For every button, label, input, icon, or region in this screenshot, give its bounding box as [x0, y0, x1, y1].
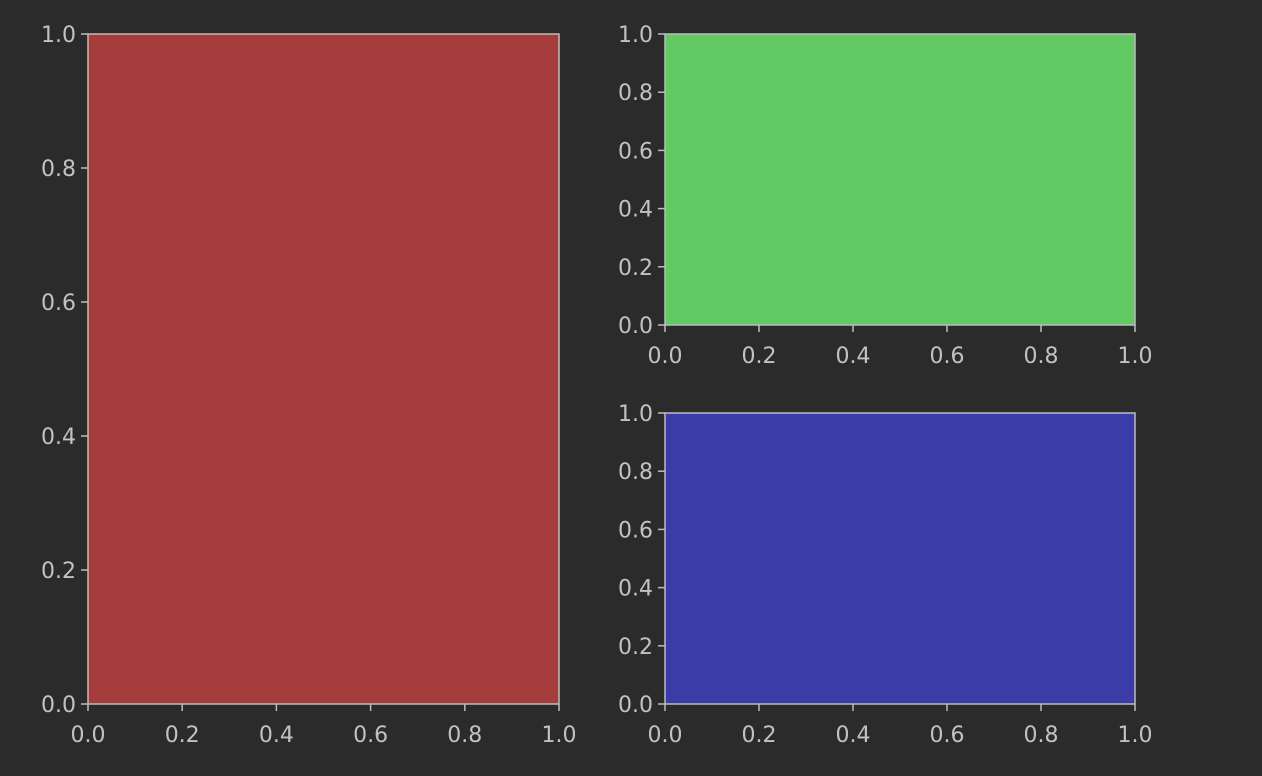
y-tick-label: 0.8: [41, 157, 76, 182]
y-tick-label: 0.6: [618, 518, 653, 543]
plot-fill-left: [88, 34, 559, 704]
y-tick-label: 1.0: [618, 402, 653, 427]
x-tick-label: 0.0: [648, 723, 683, 748]
y-tick-label: 0.8: [618, 460, 653, 485]
x-tick-label: 0.4: [836, 723, 871, 748]
x-tick-label: 0.4: [259, 723, 294, 748]
x-tick-label: 0.0: [71, 723, 106, 748]
axes-frame-left: [87, 33, 560, 705]
x-tick-label: 0.6: [353, 723, 388, 748]
axes-bottom-right: 0.0 0.2 0.4 0.6 0.8 1.0 0.0 0.2 0.4 0.6 0.8 1.0: [618, 402, 1153, 748]
x-tick-label: 0.6: [930, 344, 965, 369]
y-tick-label: 0.0: [618, 693, 653, 718]
y-tick-label: 0.4: [618, 577, 653, 602]
y-tick-label: 1.0: [618, 23, 653, 48]
x-tick-label: 0.8: [447, 723, 482, 748]
y-tick-label: 0.4: [41, 425, 76, 450]
x-tick-label: 0.4: [836, 344, 871, 369]
axes-frame-bottom-right: [664, 412, 1136, 705]
y-tick-label: 0.0: [41, 693, 76, 718]
y-tick-label: 0.2: [618, 256, 653, 281]
x-tick-label: 0.2: [165, 723, 200, 748]
x-tick-label: 0.8: [1024, 344, 1059, 369]
axes-top-right: 0.0 0.2 0.4 0.6 0.8 1.0 0.0 0.2 0.4 0.6 0.8 1.0: [618, 23, 1153, 369]
x-tick-label: 1.0: [1118, 723, 1153, 748]
x-tick-label: 0.2: [742, 723, 777, 748]
y-tick-label: 0.6: [41, 291, 76, 316]
plot-fill-bottom-right: [665, 413, 1135, 704]
axes-left: 0.0 0.2 0.4 0.6 0.8 1.0 0.0 0.2 0.4 0.6 0.8 1.0: [41, 23, 577, 748]
y-tick-label: 0.4: [618, 198, 653, 223]
axes-frame-top-right: [664, 33, 1136, 326]
plot-fill-top-right: [665, 34, 1135, 325]
x-tick-label: 0.2: [742, 344, 777, 369]
y-tick-label: 0.2: [618, 635, 653, 660]
x-tick-label: 1.0: [1118, 344, 1153, 369]
x-tick-label: 0.0: [648, 344, 683, 369]
y-tick-label: 0.0: [618, 314, 653, 339]
y-tick-label: 0.8: [618, 81, 653, 106]
x-tick-label: 1.0: [542, 723, 577, 748]
y-tick-label: 1.0: [41, 23, 76, 48]
x-tick-label: 0.8: [1024, 723, 1059, 748]
x-tick-label: 0.6: [930, 723, 965, 748]
y-tick-label: 0.6: [618, 139, 653, 164]
y-tick-label: 0.2: [41, 559, 76, 584]
